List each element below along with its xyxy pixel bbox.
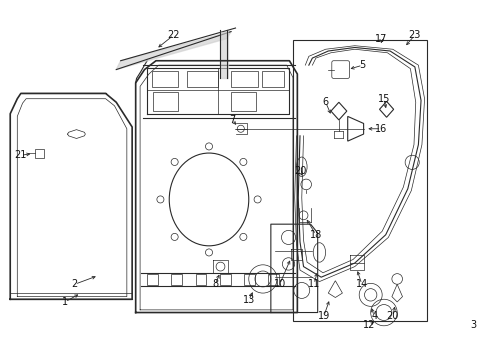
Text: 11: 11 [307,279,320,289]
Text: 12: 12 [362,320,374,330]
Text: 13: 13 [242,295,254,305]
Text: 3: 3 [469,320,475,330]
Text: 1: 1 [62,297,68,307]
Text: 7: 7 [228,115,235,125]
Text: 5: 5 [359,60,365,70]
Text: 20: 20 [386,311,398,321]
Text: 19: 19 [317,311,329,321]
Text: 17: 17 [374,33,386,44]
Polygon shape [116,32,231,69]
Text: 10: 10 [273,279,285,289]
Text: 14: 14 [355,279,367,289]
Text: 8: 8 [212,279,218,289]
Text: 20: 20 [293,166,305,176]
Text: 21: 21 [15,150,27,160]
Text: 16: 16 [374,124,386,134]
Text: 23: 23 [408,30,420,40]
Polygon shape [220,32,227,78]
Text: 18: 18 [309,230,322,240]
Text: 2: 2 [71,279,78,289]
Text: 6: 6 [322,97,328,107]
Text: 22: 22 [167,30,180,40]
Text: 15: 15 [377,94,389,104]
Text: 4: 4 [370,311,377,321]
